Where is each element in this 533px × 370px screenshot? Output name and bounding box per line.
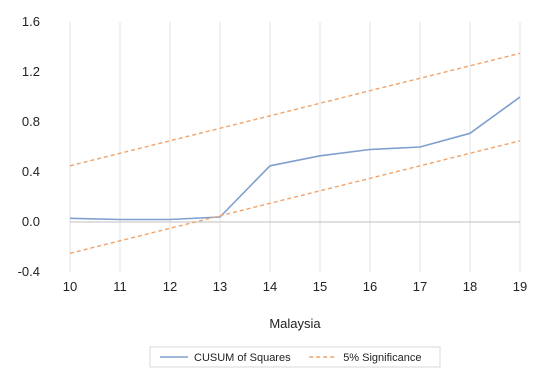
x-tick-label: 11	[113, 279, 127, 294]
y-tick-label: 1.2	[22, 64, 40, 79]
x-tick-label: 19	[513, 279, 527, 294]
legend-label-0: CUSUM of Squares	[194, 352, 291, 364]
x-tick-label: 14	[263, 279, 277, 294]
x-axis-title: Malaysia	[269, 316, 321, 331]
labels-layer: -0.4 0.0 0.4 0.8 1.2 1.6 10 11 12 13 14 15 16 17 18 19	[18, 14, 528, 294]
x-tick-label: 15	[313, 279, 327, 294]
legend-box	[149, 346, 441, 368]
x-tick-label: 13	[213, 279, 227, 294]
y-tick-label: 0.8	[22, 114, 40, 129]
grid-layer	[69, 22, 521, 272]
y-tick-label: -0.4	[18, 264, 40, 279]
x-tick-label: 18	[463, 279, 477, 294]
legend: CUSUM of Squares 5% Significance	[149, 346, 441, 368]
y-tick-label: 0.4	[22, 164, 40, 179]
x-tick-label: 16	[363, 279, 377, 294]
legend-items: CUSUM of Squares 5% Significance	[160, 352, 421, 364]
x-tick-label: 17	[413, 279, 427, 294]
legend-label-1: 5% Significance	[343, 352, 421, 364]
x-tick-label: 10	[63, 279, 77, 294]
y-tick-label: 0.0	[22, 214, 40, 229]
significance-bound-line-2	[69, 140, 521, 254]
cusum-line-0	[69, 96, 521, 221]
x-tick-label: 12	[163, 279, 177, 294]
significance-bound-line-1	[69, 52, 521, 167]
series-layer	[69, 52, 521, 254]
y-tick-label: 1.6	[22, 14, 40, 29]
